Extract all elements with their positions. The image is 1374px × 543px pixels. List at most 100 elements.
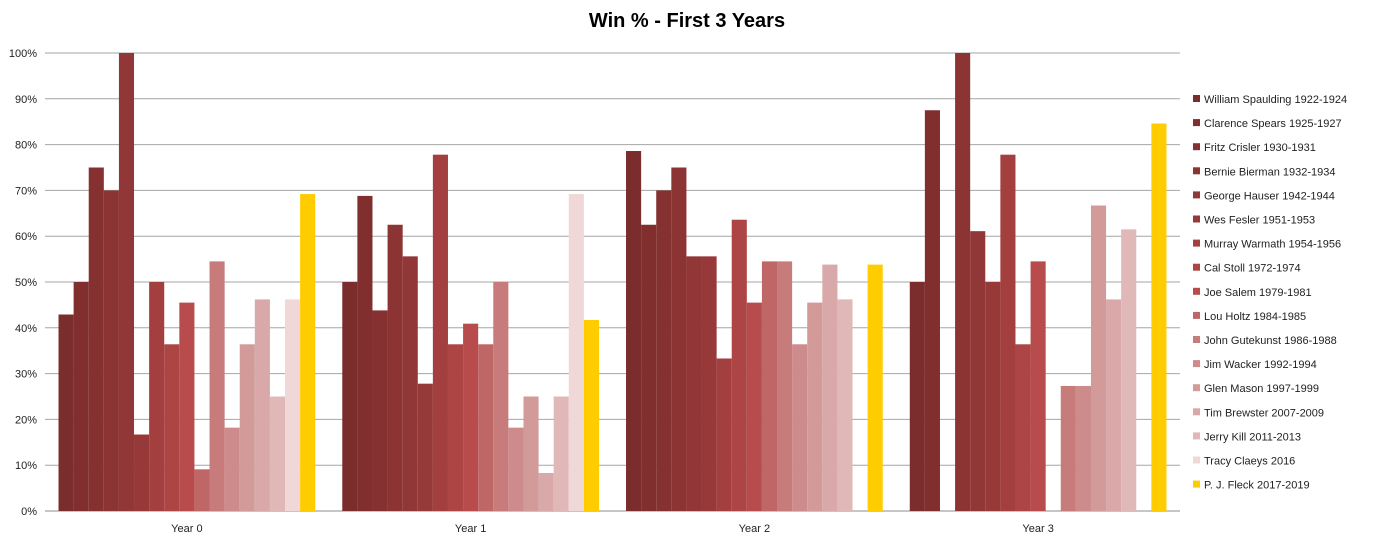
bar [792, 344, 808, 511]
y-tick-label: 30% [15, 369, 37, 381]
bar [118, 53, 135, 511]
bar [686, 256, 702, 511]
y-tick-label: 50% [15, 277, 37, 289]
bar [1030, 261, 1046, 511]
y-tick-label: 70% [15, 185, 37, 197]
bar [357, 195, 373, 511]
bar [538, 472, 554, 511]
legend-label: Bernie Bierman 1932-1934 [1204, 166, 1335, 178]
y-tick-label: 40% [15, 323, 37, 335]
bar [837, 299, 853, 511]
x-tick-label: Year 0 [171, 523, 202, 535]
legend-label: Joe Salem 1979-1981 [1204, 287, 1312, 299]
bar [447, 344, 464, 511]
bar [523, 396, 539, 511]
bar [387, 224, 403, 511]
bar [269, 396, 286, 511]
legend-label: Tim Brewster 2007-2009 [1204, 407, 1324, 419]
bar [164, 344, 180, 511]
bar [179, 302, 195, 511]
bar [493, 282, 509, 511]
legend-swatch [1193, 95, 1200, 102]
legend-label: Jim Wacker 1992-1994 [1204, 359, 1317, 371]
bar [478, 344, 494, 511]
legend-swatch [1193, 167, 1200, 175]
bar [970, 231, 986, 512]
legend-swatch [1193, 263, 1200, 271]
bar [746, 302, 762, 511]
bar [656, 190, 672, 511]
bar [103, 190, 119, 511]
bar [58, 314, 74, 511]
legend-swatch [1193, 432, 1200, 440]
bar [807, 302, 823, 511]
bar [417, 383, 433, 511]
bar [553, 396, 569, 511]
legend-swatch [1193, 239, 1200, 247]
bar [432, 154, 448, 511]
bar [955, 53, 971, 511]
legend-label: Cal Stoll 1972-1974 [1204, 263, 1301, 275]
bar [671, 167, 687, 511]
legend-label: William Spaulding 1922-1924 [1204, 94, 1347, 106]
bar [1151, 123, 1167, 512]
legend-label: John Gutekunst 1986-1988 [1204, 335, 1337, 347]
bar [1000, 154, 1016, 511]
y-tick-label: 10% [15, 460, 37, 472]
bar [1075, 385, 1091, 511]
x-tick-label: Year 2 [739, 523, 770, 535]
bar [1106, 299, 1122, 511]
bar [285, 299, 301, 511]
bar [149, 282, 165, 511]
x-tick-label: Year 1 [455, 523, 486, 535]
y-tick-label: 90% [15, 94, 37, 106]
bar [1060, 385, 1076, 511]
bar [402, 256, 418, 511]
legend-label: George Hauser 1942-1944 [1204, 190, 1335, 202]
bar [134, 434, 150, 511]
legend-label: Lou Holtz 1984-1985 [1204, 311, 1306, 323]
bar [641, 224, 657, 511]
y-tick-label: 60% [15, 231, 37, 243]
bar [777, 261, 793, 511]
bar [194, 469, 210, 511]
y-tick-label: 0% [21, 506, 37, 518]
bar [73, 282, 89, 511]
legend-swatch [1193, 456, 1200, 464]
legend-label: Glen Mason 1997-1999 [1204, 383, 1319, 395]
legend-swatch [1193, 311, 1200, 319]
bar [1121, 229, 1137, 511]
bar [88, 167, 104, 511]
bar [508, 427, 524, 511]
bar [985, 282, 1001, 511]
bar [924, 110, 940, 511]
legend-label: Tracy Claeys 2016 [1204, 456, 1295, 468]
legend-swatch [1193, 480, 1200, 488]
bar [1015, 344, 1031, 511]
legend-swatch [1193, 119, 1200, 127]
legend-swatch [1193, 360, 1200, 368]
bar [300, 194, 316, 511]
bar [716, 358, 732, 511]
legend-swatch [1193, 191, 1200, 199]
legend-swatch [1193, 215, 1200, 223]
y-tick-label: 80% [15, 140, 37, 152]
bar [731, 219, 747, 511]
bar [224, 427, 240, 511]
bar [254, 299, 270, 511]
y-tick-label: 20% [15, 414, 37, 426]
legend-swatch [1193, 408, 1200, 416]
bar [239, 344, 255, 511]
legend-label: Clarence Spears 1925-1927 [1204, 118, 1342, 130]
bar [867, 264, 883, 511]
chart-title: Win % - First 3 Years [588, 10, 786, 32]
legend-swatch [1193, 143, 1200, 151]
legend-label: Wes Fesler 1951-1953 [1204, 215, 1315, 227]
bar [463, 323, 479, 511]
legend-swatch [1193, 384, 1200, 392]
bar [372, 310, 388, 511]
bar [701, 256, 717, 511]
bar [1090, 205, 1107, 511]
bar [342, 282, 358, 511]
